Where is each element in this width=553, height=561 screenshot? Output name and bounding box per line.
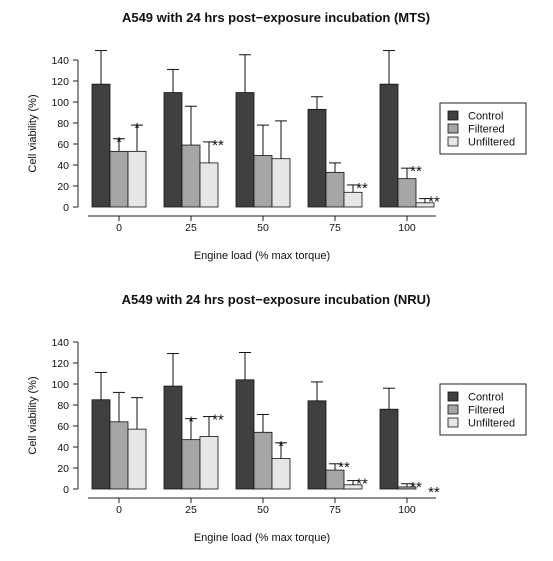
bar-control-25: [163, 92, 183, 208]
significance-marker: *: [188, 414, 194, 431]
legend-label-filtered: Filtered: [468, 124, 505, 136]
bar-control-75: [307, 400, 327, 490]
x-tick-label: 50: [257, 504, 269, 516]
bar-filtered-0: [109, 421, 129, 490]
x-tick-label: 0: [116, 222, 122, 234]
y-axis-label: Cell viability (%): [27, 94, 39, 172]
chart-title: A549 with 24 hrs post−exposure incubatio…: [122, 10, 430, 25]
x-tick-label: 50: [257, 222, 269, 234]
significance-marker: *: [278, 438, 284, 455]
legend-swatch-control: [447, 391, 459, 402]
legend-swatch-unfiltered: [447, 136, 459, 147]
chart-panel-2: A549 with 24 hrs post−exposure incubatio…: [27, 292, 527, 544]
y-tick-label: 80: [57, 400, 69, 412]
bar-filtered-75: [325, 171, 345, 208]
y-tick-label: 0: [63, 202, 69, 214]
bar-filtered-50: [253, 155, 273, 208]
bar-control-100: [379, 83, 399, 208]
chart-title: A549 with 24 hrs post−exposure incubatio…: [122, 292, 431, 307]
bar-unfiltered-25: [199, 162, 219, 208]
significance-marker: **: [356, 180, 368, 197]
x-tick-label: 25: [185, 222, 197, 234]
y-tick-label: 20: [57, 463, 69, 475]
y-tick-label: 80: [57, 118, 69, 130]
bar-control-50: [235, 92, 255, 208]
legend-label-unfiltered: Unfiltered: [468, 418, 515, 430]
legend-swatch-filtered: [447, 404, 459, 415]
y-axis-label: Cell viability (%): [27, 376, 39, 454]
y-tick-label: 140: [51, 55, 69, 67]
y-tick-label: 20: [57, 181, 69, 193]
bar-unfiltered-50: [271, 458, 291, 490]
bar-unfiltered-50: [271, 158, 291, 208]
bar-control-0: [91, 83, 111, 208]
bar-filtered-25: [181, 144, 201, 208]
bar-filtered-25: [181, 439, 201, 490]
legend-label-unfiltered: Unfiltered: [468, 137, 515, 149]
legend-swatch-control: [447, 110, 459, 121]
y-tick-label: 120: [51, 76, 69, 88]
significance-marker: **: [428, 484, 440, 501]
significance-marker: *: [116, 134, 122, 151]
significance-marker: *: [134, 120, 140, 137]
significance-marker: **: [428, 194, 440, 211]
x-axis-label: Engine load (% max torque): [194, 532, 330, 544]
bar-filtered-50: [253, 431, 273, 490]
significance-marker: **: [338, 459, 350, 476]
x-tick-label: 25: [185, 504, 197, 516]
y-tick-label: 120: [51, 358, 69, 370]
y-tick-label: 100: [51, 379, 69, 391]
bar-control-75: [307, 108, 327, 208]
chart-panel-1: A549 with 24 hrs post−exposure incubatio…: [27, 10, 527, 262]
bar-unfiltered-0: [127, 150, 147, 208]
bar-control-0: [91, 399, 111, 490]
y-tick-label: 60: [57, 139, 69, 151]
y-tick-label: 100: [51, 97, 69, 109]
significance-marker: **: [410, 479, 422, 496]
legend-label-control: Control: [468, 111, 503, 123]
significance-marker: **: [410, 163, 422, 180]
legend-swatch-unfiltered: [447, 417, 459, 428]
bar-filtered-0: [109, 150, 129, 208]
y-tick-label: 60: [57, 421, 69, 433]
bar-control-100: [379, 408, 399, 490]
x-tick-label: 100: [398, 504, 416, 516]
x-tick-label: 75: [329, 504, 341, 516]
x-tick-label: 100: [398, 222, 416, 234]
y-tick-label: 0: [63, 484, 69, 496]
legend-label-control: Control: [468, 392, 503, 404]
legend-swatch-filtered: [447, 123, 459, 134]
y-tick-label: 40: [57, 442, 69, 454]
significance-marker: **: [212, 412, 224, 429]
x-tick-label: 75: [329, 222, 341, 234]
legend-label-filtered: Filtered: [468, 405, 505, 417]
bar-unfiltered-0: [127, 428, 147, 490]
x-axis-label: Engine load (% max torque): [194, 250, 330, 262]
bar-filtered-100: [397, 178, 417, 208]
x-tick-label: 0: [116, 504, 122, 516]
significance-marker: **: [356, 476, 368, 493]
bar-unfiltered-25: [199, 436, 219, 490]
significance-marker: **: [212, 137, 224, 154]
bar-control-25: [163, 385, 183, 490]
bar-control-50: [235, 379, 255, 490]
y-tick-label: 40: [57, 160, 69, 172]
y-tick-label: 140: [51, 337, 69, 349]
